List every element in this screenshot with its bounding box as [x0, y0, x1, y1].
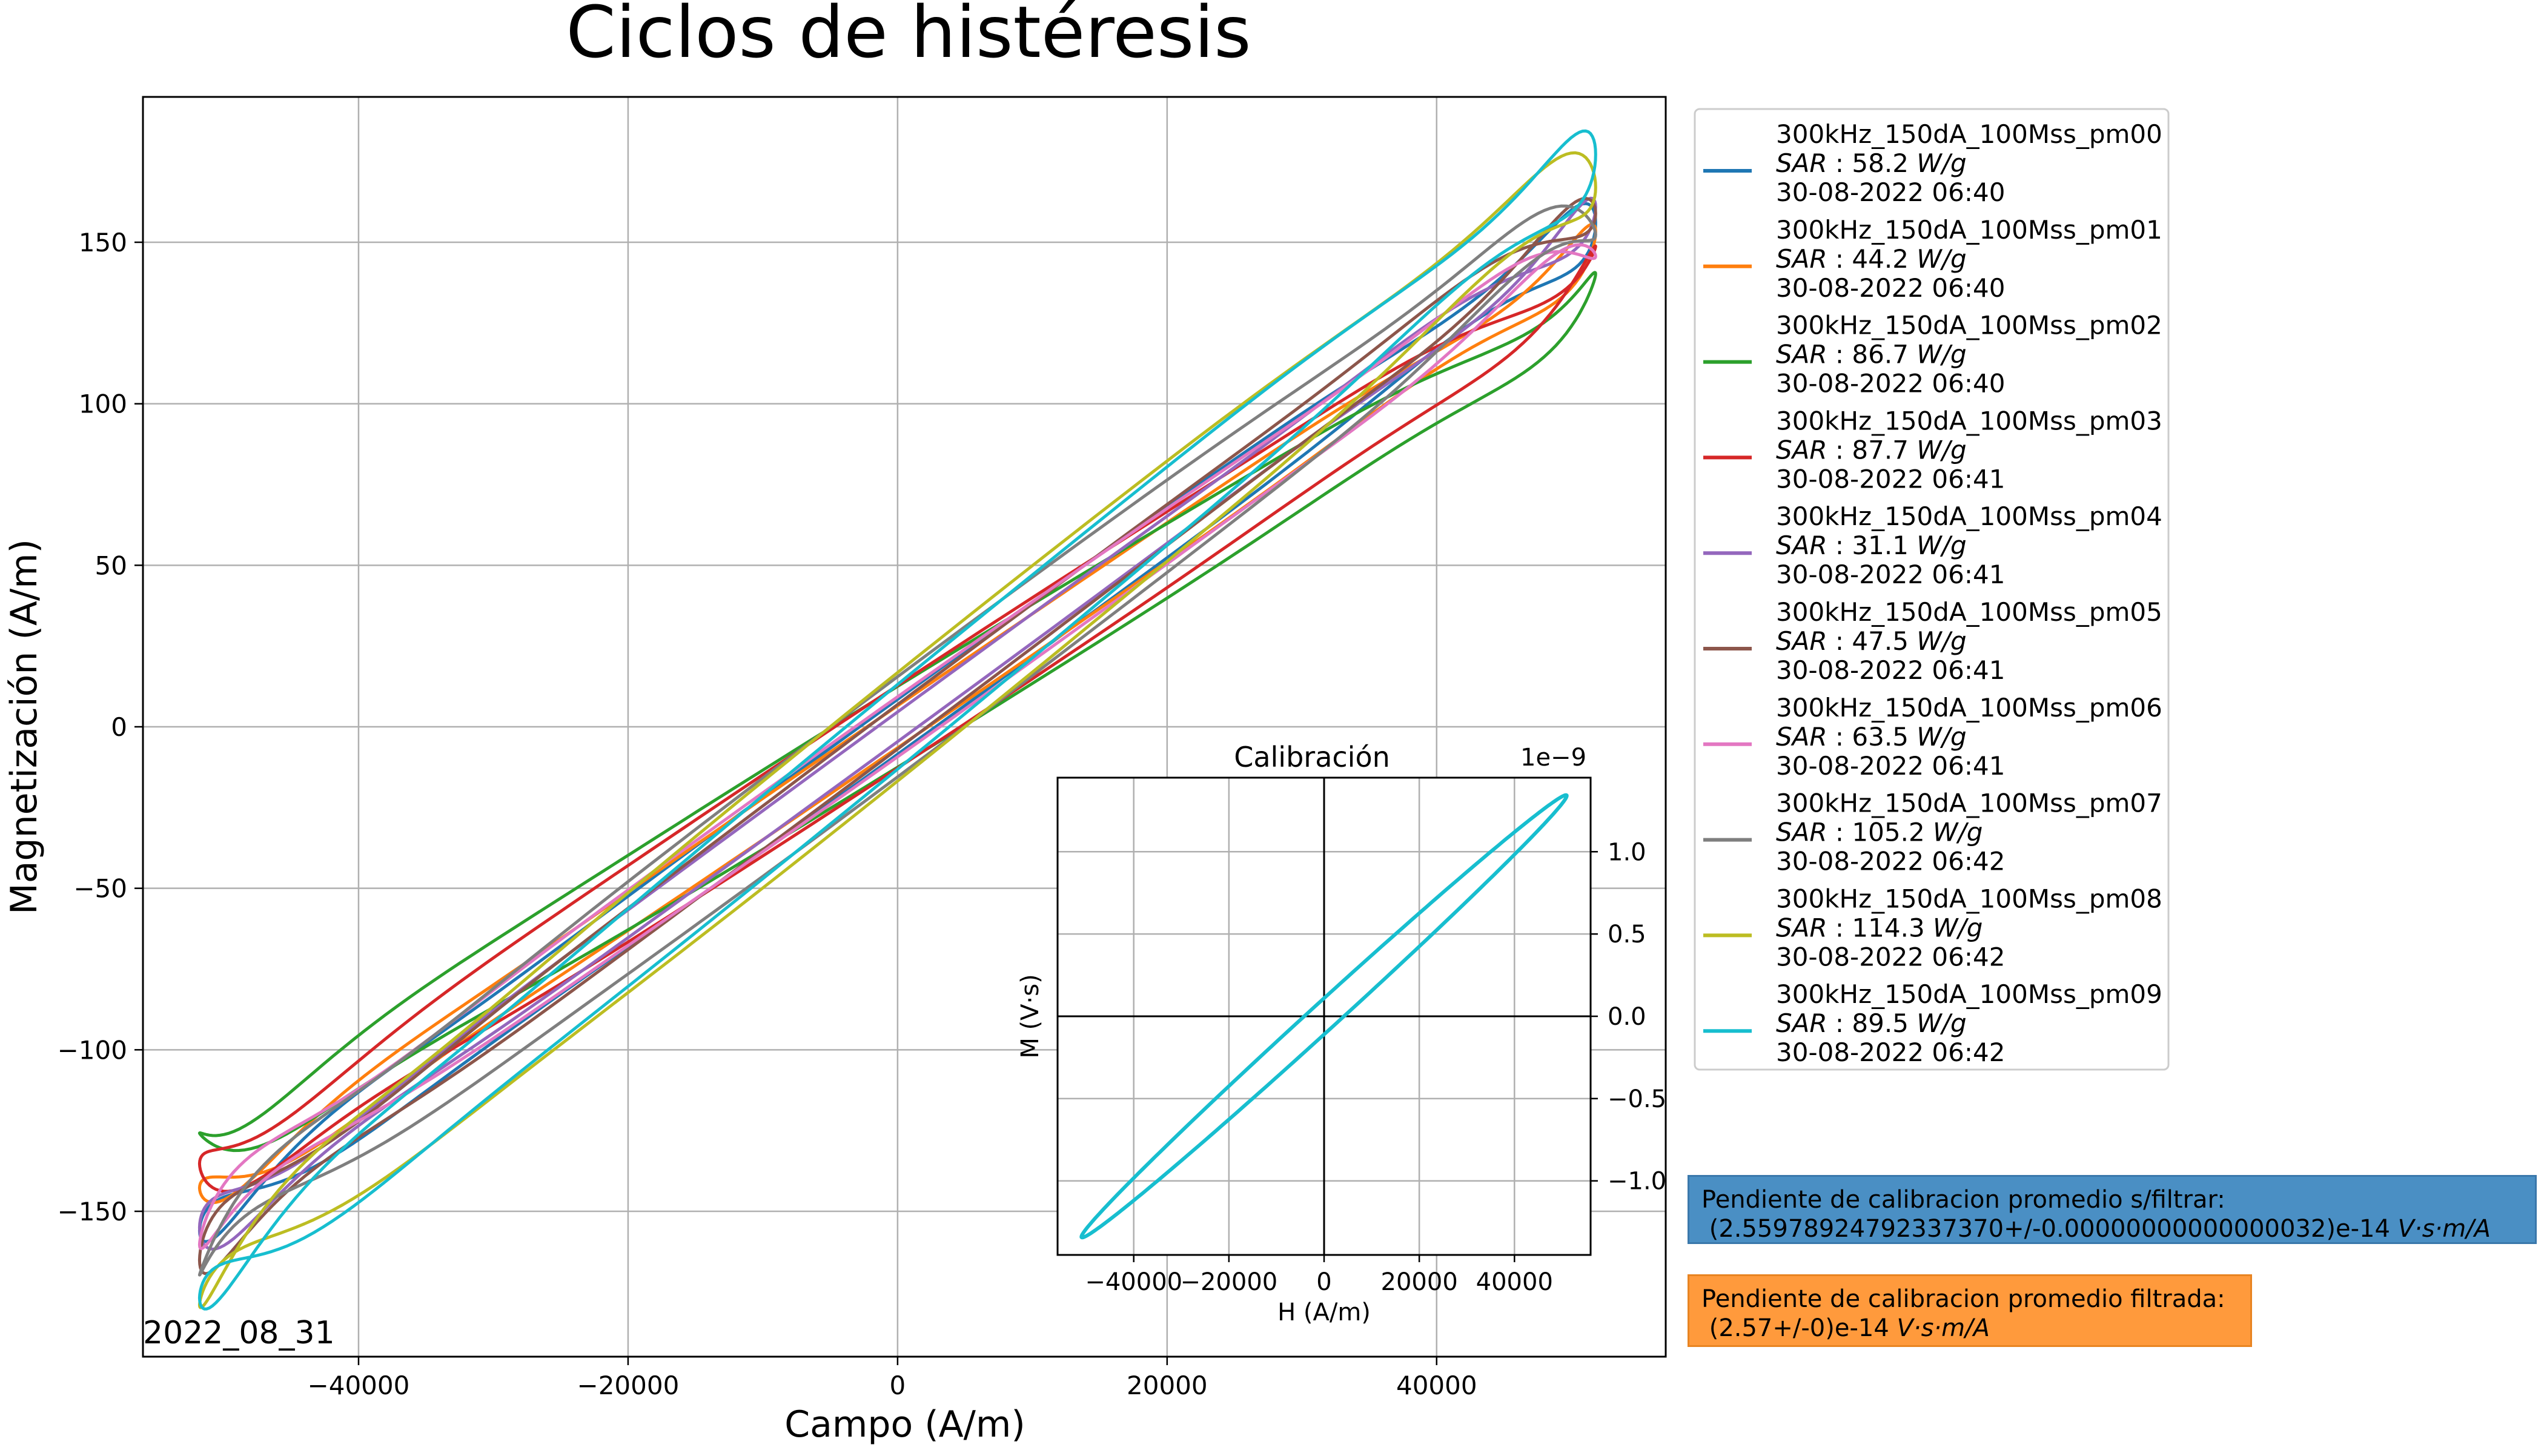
y-tick-label: 100 — [79, 389, 127, 419]
legend-series-name: 300kHz_150dA_100Mss_pm04 — [1776, 501, 2162, 531]
legend-sar: SAR : 114.3 W/g — [1776, 913, 1983, 942]
series-line-300kHz_150dA_100Mss_pm06 — [197, 243, 1597, 1251]
legend-sar: SAR : 86.7 W/g — [1776, 340, 1967, 369]
legend-series-name: 300kHz_150dA_100Mss_pm08 — [1776, 884, 2162, 913]
legend-sar: SAR : 87.7 W/g — [1776, 435, 1967, 465]
y-axis-label: Magnetización (A/m) — [3, 539, 45, 915]
calibration-slope-filtered-box: Pendiente de calibracion promedio filtra… — [1688, 1274, 2252, 1347]
x-tick-label: −40000 — [308, 1371, 410, 1400]
date-corner-label: 2022_08_31 — [143, 1315, 335, 1351]
inset-frame — [1056, 776, 1592, 1256]
legend-series-name: 300kHz_150dA_100Mss_pm05 — [1776, 597, 2162, 627]
y-tick-label: 0 — [111, 712, 127, 742]
inset-x-tick-label: 20000 — [1381, 1268, 1458, 1296]
filtered-value: (2.57+/-0)e-14 — [1701, 1314, 1897, 1342]
legend-date: 30-08-2022 06:40 — [1776, 273, 2005, 303]
unfiltered-value: (2.55978924792337370+/-0.000000000000000… — [1701, 1215, 2398, 1243]
legend-frame — [1694, 108, 2170, 1071]
inset-x-axis-label: H (A/m) — [1277, 1299, 1371, 1326]
legend-sar: SAR : 58.2 W/g — [1776, 148, 1967, 178]
inset-y-tick-label: −1.0 — [1608, 1168, 1666, 1196]
inset-x-tick-label: 40000 — [1476, 1268, 1553, 1296]
x-tick-label: 20000 — [1127, 1371, 1208, 1400]
main-plot-frame — [142, 96, 1667, 1358]
legend-date: 30-08-2022 06:41 — [1776, 655, 2005, 685]
legend-date: 30-08-2022 06:40 — [1776, 177, 2005, 207]
inset-y-tick-label: −0.5 — [1608, 1085, 1666, 1113]
y-tick-label: −50 — [73, 874, 127, 904]
inset-calibration-loop — [1079, 793, 1569, 1240]
legend-series-name: 300kHz_150dA_100Mss_pm09 — [1776, 979, 2162, 1009]
filtered-unit: V·s·m/A — [1896, 1314, 1990, 1342]
y-tick-label: −150 — [58, 1197, 127, 1226]
legend-sar: SAR : 47.5 W/g — [1776, 626, 1967, 656]
legend-series-name: 300kHz_150dA_100Mss_pm01 — [1776, 215, 2162, 245]
y-tick-label: 150 — [79, 228, 127, 257]
legend-date: 30-08-2022 06:41 — [1776, 560, 2005, 589]
legend-sar: SAR : 105.2 W/g — [1776, 818, 1983, 847]
x-tick-label: −20000 — [577, 1371, 680, 1400]
legend-sar: SAR : 89.5 W/g — [1776, 1008, 1967, 1038]
series-line-300kHz_150dA_100Mss_pm03 — [197, 244, 1597, 1193]
inset-x-tick-label: 0 — [1316, 1268, 1331, 1296]
filtered-label: Pendiente de calibracion promedio filtra… — [1701, 1285, 2225, 1313]
legend-date: 30-08-2022 06:40 — [1776, 369, 2005, 399]
y-tick-label: 50 — [95, 551, 127, 580]
inset-y-tick-label: 0.0 — [1608, 1003, 1646, 1031]
legend-sar: SAR : 63.5 W/g — [1776, 722, 1967, 752]
calibration-inset: −40000−20000 0 20000 40000 −1.0 −0.5 0.0 0.5 1.0… — [1016, 741, 1666, 1326]
legend-series-name: 300kHz_150dA_100Mss_pm07 — [1776, 789, 2162, 818]
legend-sar: SAR : 44.2 W/g — [1776, 244, 1967, 274]
inset-x-tick-label: −40000 — [1085, 1268, 1182, 1296]
inset-y-axis-label: M (V·s) — [1016, 974, 1044, 1058]
legend-date: 30-08-2022 06:42 — [1776, 1037, 2005, 1067]
y-tick-label: −100 — [58, 1035, 127, 1065]
inset-title: Calibración — [1234, 741, 1390, 773]
x-tick-label: 40000 — [1396, 1371, 1477, 1400]
inset-y-tick-label: 1.0 — [1608, 838, 1646, 866]
legend-series-name: 300kHz_150dA_100Mss_pm00 — [1776, 119, 2162, 149]
x-axis-label: Campo (A/m) — [784, 1403, 1025, 1446]
legend-date: 30-08-2022 06:42 — [1776, 942, 2005, 971]
legend-series-name: 300kHz_150dA_100Mss_pm06 — [1776, 693, 2162, 723]
series-line-300kHz_150dA_100Mss_pm09 — [197, 129, 1597, 1311]
legend-date: 30-08-2022 06:41 — [1776, 464, 2005, 494]
series-line-300kHz_150dA_100Mss_pm07 — [197, 204, 1597, 1277]
unfiltered-unit: V·s·m/A — [2397, 1215, 2491, 1243]
unfiltered-label: Pendiente de calibracion promedio s/filt… — [1701, 1186, 2225, 1214]
inset-x-tick-label: −20000 — [1180, 1268, 1277, 1296]
legend-sar: SAR : 31.1 W/g — [1776, 531, 1967, 560]
legend-date: 30-08-2022 06:41 — [1776, 751, 2005, 781]
legend-series-name: 300kHz_150dA_100Mss_pm02 — [1776, 311, 2162, 340]
inset-y-tick-label: 0.5 — [1608, 921, 1646, 948]
legend-date: 30-08-2022 06:42 — [1776, 847, 2005, 876]
legend-series-name: 300kHz_150dA_100Mss_pm03 — [1776, 406, 2162, 435]
inset-offset-text: 1e−9 — [1520, 744, 1586, 772]
x-tick-label: 0 — [890, 1371, 906, 1400]
series-line-300kHz_150dA_100Mss_pm05 — [197, 197, 1597, 1276]
chart-title: Ciclos de histéresis — [566, 0, 1251, 74]
calibration-slope-unfiltered-box: Pendiente de calibracion promedio s/filt… — [1688, 1175, 2537, 1244]
